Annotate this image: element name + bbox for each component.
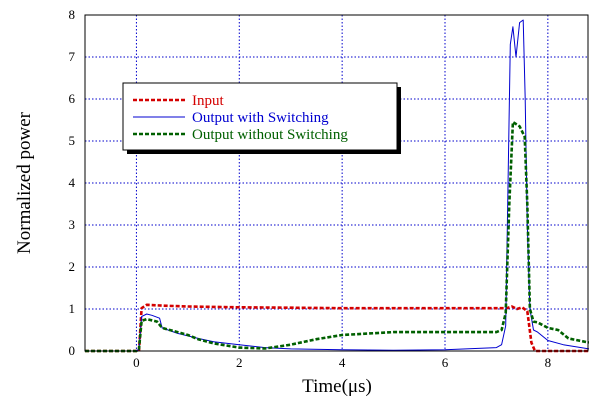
series-line-2 <box>85 120 589 353</box>
y-tick-label: 0 <box>69 343 76 358</box>
y-tick-label: 6 <box>69 91 76 106</box>
plot-frame <box>84 14 589 352</box>
series-line-1 <box>85 19 589 352</box>
y-tick-label: 5 <box>69 133 76 148</box>
y-tick-label: 7 <box>69 49 76 64</box>
x-tick-label: 4 <box>339 355 346 370</box>
y-tick-label: 8 <box>69 7 76 22</box>
x-tick-label: 6 <box>442 355 449 370</box>
legend-label: Input <box>192 93 224 109</box>
series-line-0 <box>85 303 589 353</box>
x-tick-label: 2 <box>236 355 243 370</box>
ticks: 0 2 4 6 8 0 1 2 3 4 5 6 7 8 <box>69 7 552 370</box>
series-layer <box>85 19 589 353</box>
y-axis-label: Normalized power <box>14 111 35 254</box>
x-axis-label: Time(μs) <box>302 376 372 397</box>
x-tick-label: 0 <box>133 355 140 370</box>
grid <box>85 15 589 351</box>
y-tick-label: 1 <box>69 301 76 316</box>
y-tick-label: 2 <box>69 259 76 274</box>
legend-label: Output without Switching <box>192 127 348 143</box>
y-tick-label: 4 <box>69 175 76 190</box>
y-tick-label: 3 <box>69 217 76 232</box>
legend-label: Output with Switching <box>192 110 329 126</box>
x-tick-label: 8 <box>545 355 552 370</box>
